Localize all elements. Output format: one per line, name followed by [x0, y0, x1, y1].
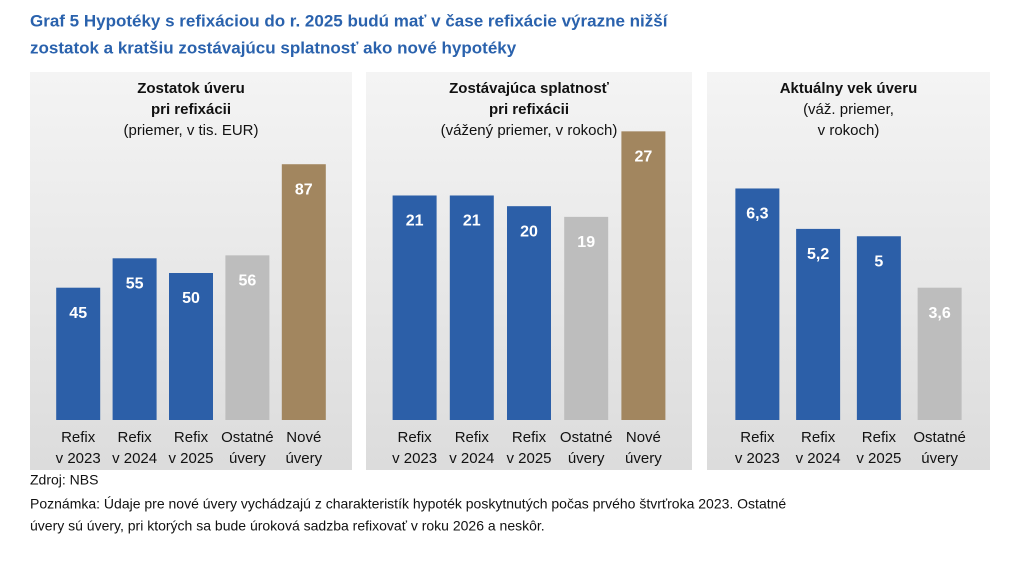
x-tick-label: úvery — [229, 450, 266, 467]
value-label: 6,3 — [746, 206, 768, 223]
x-tick-label: Refix — [740, 429, 775, 446]
x-tick-label: v 2023 — [392, 450, 437, 467]
value-label: 55 — [126, 276, 144, 293]
x-tick-label: v 2025 — [168, 450, 213, 467]
x-tick-label: v 2024 — [449, 450, 494, 467]
panel-subtitle: (priemer, v tis. EUR) — [123, 122, 258, 139]
x-tick-label: v 2023 — [735, 450, 780, 467]
value-label: 3,6 — [929, 305, 951, 322]
bar — [392, 195, 437, 420]
bar — [856, 236, 901, 420]
x-tick-label: úvery — [921, 450, 958, 467]
panel-subtitle: (váž. priemer, — [803, 101, 894, 118]
bar — [507, 206, 551, 420]
bar — [281, 164, 326, 420]
x-tick-label: v 2025 — [506, 450, 551, 467]
bar — [564, 216, 609, 420]
x-tick-label: Nové — [626, 429, 661, 446]
chart-title: Graf 5 Hypotéky s refixáciou do r. 2025 … — [30, 11, 669, 30]
value-label: 19 — [577, 234, 595, 251]
x-tick-label: Refix — [455, 429, 490, 446]
x-tick-label: úvery — [285, 450, 322, 467]
bar — [169, 273, 213, 420]
x-tick-label: Ostatné — [560, 429, 613, 446]
value-label: 5,2 — [807, 246, 829, 263]
bar — [796, 228, 841, 420]
x-tick-label: Refix — [862, 429, 897, 446]
x-tick-label: Refix — [174, 429, 209, 446]
x-tick-label: Refix — [801, 429, 836, 446]
value-label: 50 — [182, 290, 200, 307]
chart-title: zostatok a kratšiu zostávajúcu splatnosť… — [30, 38, 517, 57]
x-tick-label: úvery — [625, 450, 662, 467]
bar — [225, 255, 270, 420]
value-label: 21 — [406, 213, 424, 230]
bar — [449, 195, 494, 420]
x-tick-label: úvery — [568, 450, 605, 467]
x-tick-label: Ostatné — [221, 429, 274, 446]
x-tick-label: Refix — [512, 429, 547, 446]
panel-title: pri refixácii — [151, 101, 231, 118]
x-tick-label: Nové — [286, 429, 321, 446]
value-label: 21 — [463, 213, 481, 230]
x-tick-label: v 2024 — [112, 450, 157, 467]
bar — [917, 287, 962, 420]
value-label: 20 — [520, 223, 538, 240]
panel-title: pri refixácii — [489, 101, 569, 118]
bar — [112, 258, 157, 420]
bar — [621, 131, 666, 420]
value-label: 56 — [239, 273, 257, 290]
x-tick-label: v 2023 — [56, 450, 101, 467]
x-tick-label: Refix — [118, 429, 153, 446]
value-label: 45 — [69, 305, 87, 322]
x-tick-label: Ostatné — [913, 429, 966, 446]
value-label: 27 — [635, 149, 653, 166]
note: úvery sú úvery, pri ktorých sa bude úrok… — [30, 518, 545, 534]
panel-subtitle: (vážený priemer, v rokoch) — [441, 122, 618, 139]
panel-title: Aktuálny vek úveru — [780, 80, 918, 97]
bar — [56, 287, 101, 420]
x-tick-label: Refix — [398, 429, 433, 446]
panel-subtitle: v rokoch) — [818, 122, 880, 139]
source: Zdroj: NBS — [30, 472, 98, 488]
x-tick-label: v 2024 — [796, 450, 841, 467]
bar — [735, 188, 780, 420]
value-label: 5 — [874, 253, 883, 270]
value-label: 87 — [295, 181, 313, 198]
x-tick-label: v 2025 — [856, 450, 901, 467]
panel-title: Zostávajúca splatnosť — [449, 80, 610, 97]
note: Poznámka: Údaje pre nové úvery vychádzaj… — [30, 496, 786, 512]
x-tick-label: Refix — [61, 429, 96, 446]
panel-title: Zostatok úveru — [137, 80, 245, 97]
